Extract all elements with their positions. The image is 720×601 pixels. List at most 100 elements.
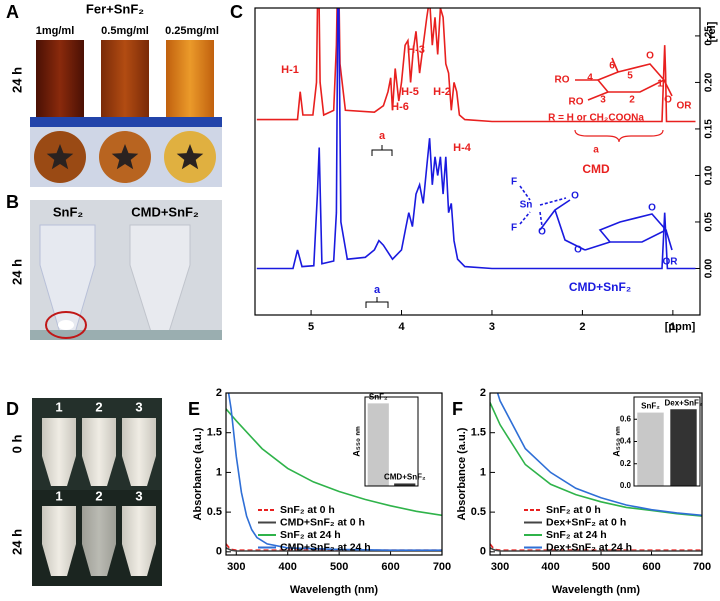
peak-annotation: H-5 — [401, 86, 419, 98]
y-tick-label: 0 — [216, 546, 222, 558]
bar-label: Dex+SnF₂ — [664, 398, 702, 407]
y-tick-label: 0.4 — [620, 437, 632, 446]
photo-b — [30, 200, 222, 340]
peak-annotation: H-1 — [281, 64, 299, 76]
x-tick-label: 600 — [642, 561, 660, 573]
structure-text: 3 — [600, 95, 606, 106]
x-tick-label: 700 — [693, 561, 711, 573]
inset-y-label: A₅₅₀ ₙₘ — [611, 426, 621, 457]
tube-label: CMD+SnF₂ — [131, 204, 199, 219]
inset-frame — [633, 396, 701, 487]
plot-frame — [225, 392, 443, 556]
peak-annotation: a — [374, 284, 381, 296]
structure-text: 2 — [629, 95, 635, 106]
panel-label: C — [230, 2, 243, 22]
tube-label: SnF₂ — [53, 204, 84, 219]
time-label: 24 h — [9, 259, 24, 285]
concentration-label: 0.5mg/ml — [101, 25, 149, 37]
peak-annotation: a — [379, 130, 386, 142]
y-tick-label: 0.0 — [620, 481, 632, 490]
peak-annotation: H-2 — [433, 86, 451, 98]
legend-label: CMD+SnF₂ at 24 h — [280, 541, 371, 553]
x-tick-label: 500 — [330, 561, 348, 573]
legend-label: Dex+SnF₂ at 0 h — [546, 516, 626, 528]
y-tick-label: 0.05 — [704, 212, 715, 232]
peak-annotation: H-4 — [453, 142, 472, 154]
series-line — [226, 547, 442, 552]
structure-text: OR — [677, 101, 693, 112]
time-label: 0 h — [9, 435, 24, 454]
y-tick-label: 1.5 — [207, 427, 222, 439]
x-axis-label: Wavelength (nm) — [290, 584, 379, 596]
bar — [670, 409, 697, 486]
y-tick-label: 0.20 — [704, 72, 715, 92]
structure-text: O — [571, 191, 579, 202]
x-tick-label: 400 — [279, 561, 297, 573]
structure-text: F — [511, 177, 517, 188]
peak-annotation: H-3 — [407, 44, 425, 56]
y-tick-label: 0.15 — [704, 119, 715, 139]
structure-text: 6 — [609, 61, 615, 72]
series-line — [490, 547, 702, 552]
concentration-label: 0.25mg/ml — [165, 25, 219, 37]
inset-frame — [364, 396, 419, 487]
panel-label: E — [188, 399, 200, 419]
y-tick-label: 0.5 — [471, 506, 486, 518]
x-tick-label: 600 — [381, 561, 399, 573]
structures — [519, 57, 673, 251]
y-axis-label: [rel] — [706, 21, 718, 42]
structure-text: 5 — [627, 71, 633, 82]
x-tick-label: 3 — [489, 321, 495, 333]
y-axis-label: Absorbance (a.u.) — [456, 427, 468, 520]
structure-text: R = H or CH₂COONa — [548, 113, 644, 124]
x-tick-label: 400 — [541, 561, 559, 573]
series-line — [256, 8, 696, 123]
y-tick-label: 0.5 — [207, 506, 222, 518]
y-tick-label: 1.5 — [471, 427, 486, 439]
series-line — [256, 8, 696, 270]
x-tick-label: 4 — [398, 321, 405, 333]
y-tick-label: 0.00 — [704, 258, 715, 278]
structure-text: O — [538, 227, 546, 238]
series-line — [227, 393, 442, 551]
tube-number: 1 — [55, 399, 62, 414]
legend-label: Dex+SnF₂ at 24 h — [546, 541, 632, 553]
x-axis-label: Wavelength (nm) — [552, 584, 641, 596]
tube-number: 3 — [135, 488, 142, 503]
bracket — [371, 145, 393, 156]
series-label: CMD+SnF₂ — [569, 280, 631, 294]
plot-frame — [489, 392, 703, 556]
panel-label: D — [6, 399, 19, 419]
y-tick-label: 0 — [480, 546, 486, 558]
x-tick-label: 2 — [579, 321, 585, 333]
x-tick-label: 5 — [308, 321, 314, 333]
x-axis-label: [ppm] — [665, 321, 696, 333]
structure-text: Sn — [520, 200, 533, 211]
bar — [394, 483, 416, 486]
inset-y-label: A₅₅₀ ₙₘ — [351, 426, 361, 457]
structure-text: OR — [663, 257, 679, 268]
tube-number: 1 — [55, 488, 62, 503]
time-label: 24 h — [9, 529, 24, 555]
series-line — [226, 408, 442, 517]
structure-text: O — [664, 95, 672, 106]
bar-label: CMD+SnF₂ — [384, 473, 426, 482]
y-tick-label: 1 — [480, 466, 486, 478]
y-tick-label: 2 — [480, 387, 486, 399]
tube-number: 2 — [95, 399, 102, 414]
tube-number: 2 — [95, 488, 102, 503]
panel-label: F — [452, 399, 463, 419]
legend-label: CMD+SnF₂ at 0 h — [280, 516, 365, 528]
structure-text: O — [646, 51, 654, 62]
legend-label: SnF₂ at 24 h — [280, 529, 341, 541]
structure-text: 4 — [587, 73, 593, 84]
panel-label: A — [6, 2, 19, 22]
photo-d — [32, 398, 162, 586]
x-tick-label: 1 — [670, 321, 676, 333]
tube-number: 3 — [135, 399, 142, 414]
bar — [637, 412, 664, 486]
y-tick-label: 2 — [216, 387, 222, 399]
series-line — [496, 393, 702, 517]
structure-text: RO — [569, 97, 584, 108]
